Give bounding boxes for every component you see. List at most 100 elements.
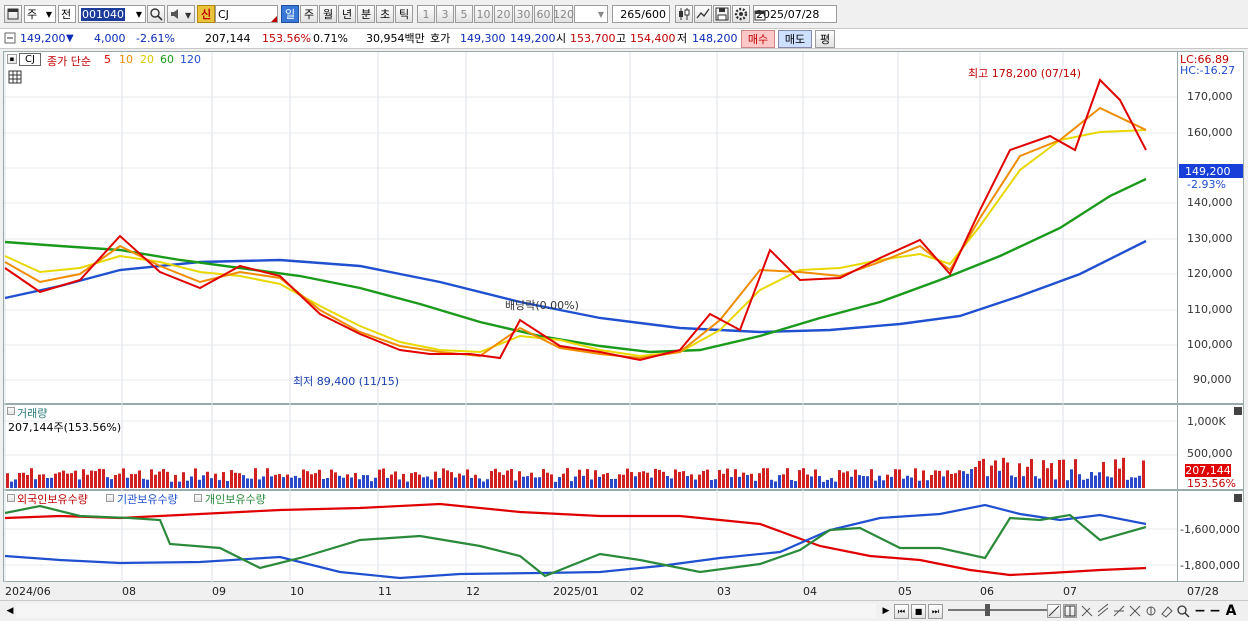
interval-3-button[interactable]: 3 bbox=[436, 5, 454, 23]
cross-tool-icon[interactable] bbox=[1128, 604, 1142, 618]
interval-60-button[interactable]: 60 bbox=[534, 5, 553, 23]
legend-toggle-icon[interactable] bbox=[194, 494, 202, 502]
eval-button[interactable]: 평 bbox=[815, 30, 835, 48]
volume-bar bbox=[346, 474, 349, 488]
expand-icon[interactable] bbox=[4, 32, 18, 46]
tab-tick[interactable]: 틱 bbox=[395, 5, 413, 23]
tab-second[interactable]: 초 bbox=[376, 5, 394, 23]
channel-tool-icon[interactable] bbox=[1096, 603, 1110, 618]
rewind-icon[interactable]: ⏮ bbox=[894, 604, 909, 619]
ma-20-line bbox=[4, 129, 1147, 358]
zoom-in-icon[interactable] bbox=[1176, 604, 1190, 618]
price-axis[interactable] bbox=[1178, 51, 1244, 404]
count-input[interactable]: 265/600 bbox=[612, 5, 670, 23]
fibo-tool-icon[interactable] bbox=[1112, 604, 1126, 618]
panel-menu-icon[interactable] bbox=[7, 407, 15, 415]
interval-20-button[interactable]: 20 bbox=[494, 5, 513, 23]
interval-1-button[interactable]: 1 bbox=[417, 5, 435, 23]
eraser-icon[interactable] bbox=[1160, 604, 1174, 618]
interval-10-button[interactable]: 10 bbox=[474, 5, 493, 23]
panel-close-icon[interactable] bbox=[1234, 494, 1242, 502]
prev-toggle[interactable]: 전 bbox=[58, 5, 76, 23]
low-price: 148,200 bbox=[692, 32, 738, 45]
volume-bar bbox=[106, 477, 109, 488]
volume-bar bbox=[962, 471, 965, 488]
eval-button-label: 평 bbox=[819, 33, 831, 46]
trendline-tool-icon[interactable] bbox=[1047, 604, 1061, 618]
volume-tick-label: 500,000 bbox=[1187, 447, 1233, 460]
zoom-slider-handle[interactable] bbox=[985, 604, 990, 616]
buy-button[interactable]: 매수 bbox=[741, 30, 775, 48]
volume-bar bbox=[998, 470, 1001, 488]
zoom-out-icon[interactable]: − bbox=[1194, 603, 1206, 619]
volume-bar bbox=[194, 468, 197, 488]
volume-bar bbox=[1102, 461, 1105, 488]
volume-bar bbox=[1062, 459, 1065, 488]
tab-monthly-label: 월 bbox=[322, 8, 334, 21]
scroll-left-icon[interactable]: ◀ bbox=[6, 606, 14, 616]
date-input[interactable]: 2025/07/28 bbox=[753, 5, 837, 23]
font-size-icon[interactable]: A bbox=[1225, 603, 1237, 619]
calendar-icon bbox=[754, 10, 766, 21]
volume-bar bbox=[1066, 480, 1069, 488]
period-grid-icon[interactable] bbox=[1063, 604, 1077, 618]
interval-custom-select[interactable]: ▼ bbox=[574, 5, 608, 23]
volume-bar bbox=[102, 469, 105, 488]
x-axis-label: 08 bbox=[122, 585, 136, 598]
volume-bar bbox=[270, 476, 273, 488]
individual-holdings-line bbox=[4, 504, 1147, 578]
tab-yearly[interactable]: 년 bbox=[338, 5, 356, 23]
new-button[interactable]: 신 bbox=[197, 5, 215, 23]
zoom-reset-icon[interactable]: − bbox=[1209, 603, 1221, 619]
line-chart-icon[interactable] bbox=[694, 5, 712, 23]
fast-forward-icon[interactable]: ⏭ bbox=[928, 604, 943, 619]
search-icon[interactable] bbox=[147, 5, 165, 23]
volume-bar bbox=[330, 469, 333, 488]
volume-bar bbox=[10, 481, 13, 488]
legend-toggle-icon[interactable] bbox=[106, 494, 114, 502]
horizontal-scrollbar[interactable] bbox=[16, 604, 876, 618]
ma-legend-20: 20 bbox=[140, 53, 154, 66]
panel-menu-icon[interactable]: ▪ bbox=[7, 54, 17, 64]
sell-button[interactable]: 매도 bbox=[778, 30, 812, 48]
panel-close-icon[interactable] bbox=[1234, 407, 1242, 415]
tab-weekly[interactable]: 주 bbox=[300, 5, 318, 23]
grid-icon[interactable] bbox=[8, 70, 22, 84]
volume-bar bbox=[1082, 479, 1085, 488]
volume-bar bbox=[926, 480, 929, 488]
window-menu-icon[interactable] bbox=[4, 5, 22, 23]
volume-bar bbox=[690, 474, 693, 488]
interval-30-button[interactable]: 30 bbox=[514, 5, 533, 23]
volume-bar bbox=[402, 473, 405, 488]
stock-tag[interactable]: CJ bbox=[19, 53, 41, 66]
scroll-right-icon[interactable]: ▶ bbox=[882, 606, 890, 616]
market-select[interactable]: 주 ▼ bbox=[24, 5, 56, 23]
volume-bar bbox=[426, 476, 429, 488]
volume-bar bbox=[286, 474, 289, 488]
open-label: 시 bbox=[556, 32, 567, 45]
stop-icon[interactable]: ■ bbox=[911, 604, 926, 619]
zoom-slider-track[interactable] bbox=[948, 609, 1048, 611]
stock-name-field[interactable]: CJ bbox=[215, 5, 278, 23]
volume-bar bbox=[290, 477, 293, 488]
speaker-icon[interactable]: ▼ bbox=[167, 5, 195, 23]
interval-120-button[interactable]: 120 bbox=[553, 5, 574, 23]
tab-daily[interactable]: 일 bbox=[281, 5, 299, 23]
candle-type-icon[interactable] bbox=[675, 5, 693, 23]
gear-icon[interactable] bbox=[732, 5, 750, 23]
magnet-icon[interactable] bbox=[1144, 604, 1158, 618]
tab-monthly[interactable]: 월 bbox=[319, 5, 337, 23]
volume-bar bbox=[718, 470, 721, 488]
volume-bar bbox=[702, 471, 705, 488]
draw-line-icon[interactable] bbox=[1080, 604, 1094, 618]
stock-code-input[interactable]: 001040 ▼ bbox=[78, 5, 146, 23]
volume-bar bbox=[682, 471, 685, 488]
holdings-axis[interactable] bbox=[1178, 490, 1244, 582]
panel-menu-icon[interactable] bbox=[7, 494, 15, 502]
volume-bar bbox=[862, 476, 865, 488]
interval-5-button[interactable]: 5 bbox=[455, 5, 473, 23]
volume-bar bbox=[414, 472, 417, 488]
save-icon[interactable] bbox=[713, 5, 731, 23]
high-label: 고 bbox=[616, 32, 627, 45]
tab-minute[interactable]: 분 bbox=[357, 5, 375, 23]
